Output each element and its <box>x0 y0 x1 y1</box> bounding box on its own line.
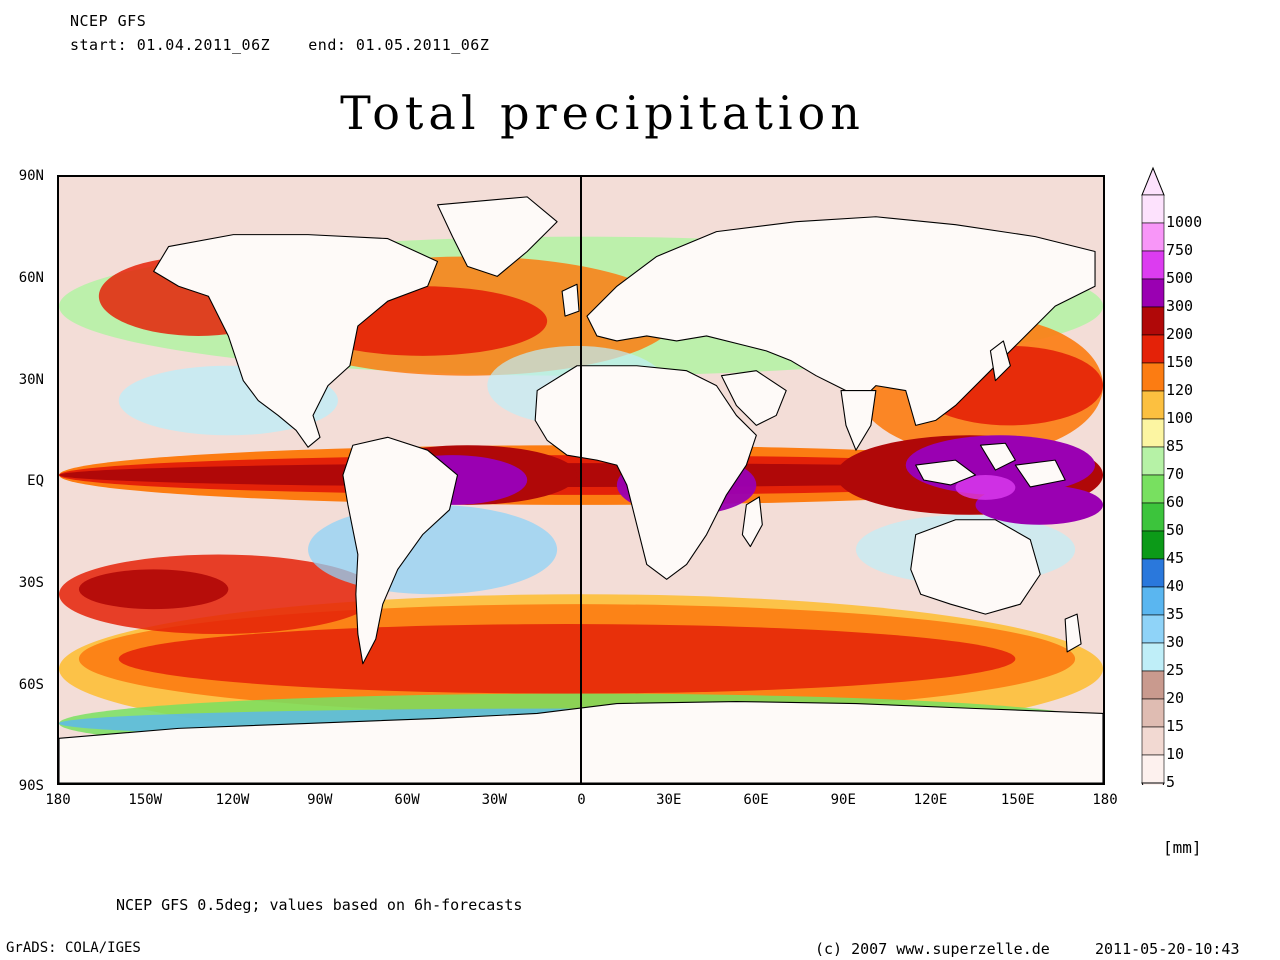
colorbar-swatch <box>1141 726 1165 756</box>
colorbar-swatch <box>1141 222 1165 252</box>
colorbar-swatch <box>1141 250 1165 280</box>
colorbar-swatch <box>1141 362 1165 392</box>
continent-outline <box>840 390 877 451</box>
colorbar-label: 10 <box>1166 745 1185 763</box>
lat-tick-label: 90N <box>18 168 44 184</box>
continent-outline <box>1014 459 1066 488</box>
continent-outline <box>342 436 459 665</box>
lon-tick-label: 120W <box>215 792 250 808</box>
colorbar-swatch <box>1141 446 1165 476</box>
colorbar-swatch <box>1141 390 1165 420</box>
lon-tick-label: 150W <box>128 792 163 808</box>
lat-tick-label: EQ <box>27 473 44 489</box>
colorbar-label: 100 <box>1166 409 1194 427</box>
colorbar-swatch <box>1141 194 1165 224</box>
colorbar-label: 70 <box>1166 465 1185 483</box>
software-credit: GrADS: COLA/IGES <box>6 940 141 956</box>
continent-outline <box>989 340 1011 382</box>
colorbar-label: 5 <box>1166 773 1176 791</box>
colorbar-swatch <box>1141 418 1165 448</box>
copyright: (c) 2007 www.superzelle.de <box>815 940 1050 958</box>
continent-outline <box>437 196 558 277</box>
lon-tick-label: 90W <box>307 792 333 808</box>
continent-outline <box>979 442 1016 471</box>
colorbar-label: 150 <box>1166 353 1194 371</box>
continent-outline <box>534 365 757 580</box>
colorbar-swatch <box>1141 586 1165 616</box>
colorbar-swatch <box>1141 754 1165 784</box>
colorbar-label: 40 <box>1166 577 1185 595</box>
colorbar-swatch <box>1141 558 1165 588</box>
continent-outline <box>910 519 1041 615</box>
colorbar-swatch <box>1141 614 1165 644</box>
continent-outline <box>741 496 763 548</box>
continent-outline <box>586 216 1096 426</box>
unit-label: [mm] <box>1163 838 1202 857</box>
colorbar-min-arrow <box>1141 782 1165 785</box>
lon-tick-label: 60E <box>743 792 769 808</box>
colorbar-swatch <box>1141 502 1165 532</box>
lat-tick-label: 30S <box>18 575 44 591</box>
colorbar-swatch <box>1141 642 1165 672</box>
continent-outline <box>915 459 977 486</box>
lon-tick-label: 90E <box>830 792 856 808</box>
colorbar-label: 60 <box>1166 493 1185 511</box>
colorbar-swatch <box>1141 698 1165 728</box>
colorbar-label: 50 <box>1166 521 1185 539</box>
colorbar <box>1141 166 1165 785</box>
colorbar-swatch <box>1141 530 1165 560</box>
colorbar-label: 35 <box>1166 605 1185 623</box>
model-name: NCEP GFS <box>70 12 147 30</box>
precip-field <box>78 569 229 610</box>
lon-tick-label: 30W <box>481 792 507 808</box>
colorbar-max-arrow <box>1141 166 1165 196</box>
colorbar-label: 120 <box>1166 381 1194 399</box>
lon-tick-label: 120E <box>913 792 948 808</box>
precip-field <box>955 475 1016 500</box>
lat-tick-label: 60N <box>18 270 44 286</box>
colorbar-label: 1000 <box>1166 213 1203 231</box>
continent-outline <box>720 370 787 426</box>
colorbar-label: 20 <box>1166 689 1185 707</box>
colorbar-label: 200 <box>1166 325 1194 343</box>
lon-tick-label: 60W <box>394 792 420 808</box>
colorbar-label: 85 <box>1166 437 1185 455</box>
colorbar-label: 500 <box>1166 269 1194 287</box>
lon-tick-label: 180 <box>1092 792 1118 808</box>
colorbar-swatch <box>1141 670 1165 700</box>
map-canvas <box>59 177 1103 783</box>
lat-tick-label: 90S <box>18 778 44 794</box>
forecast-period: start: 01.04.2011_06Z end: 01.05.2011_06… <box>70 36 490 54</box>
colorbar-swatch <box>1141 278 1165 308</box>
colorbar-swatch <box>1141 334 1165 364</box>
colorbar-swatch <box>1141 306 1165 336</box>
lat-tick-label: 60S <box>18 677 44 693</box>
map-title: Total precipitation <box>340 86 865 140</box>
continent-outline <box>153 234 439 448</box>
lon-tick-label: 180 <box>45 792 71 808</box>
colorbar-label: 300 <box>1166 297 1194 315</box>
colorbar-label: 750 <box>1166 241 1194 259</box>
footnote: NCEP GFS 0.5deg; values based on 6h-fore… <box>116 896 523 914</box>
lon-tick-label: 0 <box>577 792 586 808</box>
continent-outline <box>1064 613 1082 653</box>
colorbar-label: 30 <box>1166 633 1185 651</box>
timestamp: 2011-05-20-10:43 <box>1095 940 1240 958</box>
lon-tick-label: 150E <box>1000 792 1035 808</box>
lon-tick-label: 30E <box>656 792 682 808</box>
precip-field <box>118 624 1016 694</box>
colorbar-label: 25 <box>1166 661 1185 679</box>
lat-tick-label: 30N <box>18 372 44 388</box>
precipitation-map <box>57 175 1105 785</box>
colorbar-label: 15 <box>1166 717 1185 735</box>
colorbar-label: 45 <box>1166 549 1185 567</box>
colorbar-swatch <box>1141 474 1165 504</box>
continent-outline <box>561 283 580 317</box>
